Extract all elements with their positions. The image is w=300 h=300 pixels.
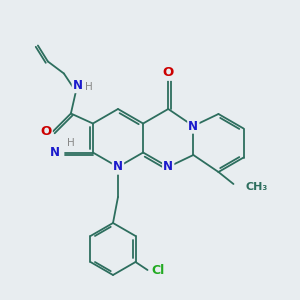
Text: N: N bbox=[73, 79, 83, 92]
Text: Cl: Cl bbox=[151, 263, 164, 277]
Text: N: N bbox=[163, 160, 173, 173]
Text: N: N bbox=[188, 119, 198, 133]
Text: H: H bbox=[67, 137, 75, 148]
Text: O: O bbox=[40, 125, 52, 138]
Text: N: N bbox=[50, 146, 60, 159]
Text: H: H bbox=[85, 82, 93, 92]
Text: O: O bbox=[163, 67, 174, 80]
Text: N: N bbox=[113, 160, 123, 173]
Text: CH₃: CH₃ bbox=[245, 182, 268, 192]
